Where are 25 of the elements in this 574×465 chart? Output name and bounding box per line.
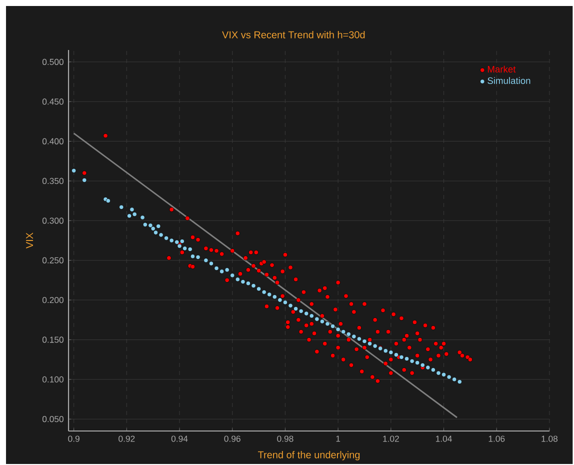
y-tick-label: 0.400	[42, 138, 64, 144]
x-tick-label: 1	[336, 436, 340, 442]
chart-title: VIX vs Recent Trend with h=30d	[222, 31, 365, 38]
legend-label: Simulation	[488, 77, 530, 84]
legend-label: Market	[488, 66, 516, 73]
x-tick-label: 0.9	[68, 436, 80, 442]
x-tick-label: 1.02	[383, 436, 399, 442]
x-tick-label: 1.08	[542, 436, 558, 442]
x-tick-label: 1.04	[436, 436, 452, 442]
y-tick-label: 0.300	[42, 218, 64, 224]
y-tick-label: 0.200	[42, 297, 64, 304]
y-tick-label: 0.500	[42, 58, 64, 66]
y-tick-label: 0.450	[42, 98, 64, 105]
x-tick-label: 0.98	[277, 436, 294, 442]
y-tick-label: 0.050	[42, 416, 64, 422]
x-tick-label: 0.92	[118, 436, 135, 442]
y-tick-label: 0.150	[42, 336, 64, 343]
x-tick-label: 0.96	[224, 436, 240, 442]
y-tick-label: 0.350	[42, 178, 64, 184]
x-axis-title: Trend of the underlying	[258, 451, 360, 460]
y-axis-title: VIX	[26, 232, 33, 249]
x-tick-label: 0.94	[171, 436, 188, 442]
y-tick-label: 0.250	[42, 257, 64, 264]
y-tick-label: 0.100	[42, 376, 64, 383]
x-tick-label: 1.06	[488, 436, 505, 442]
